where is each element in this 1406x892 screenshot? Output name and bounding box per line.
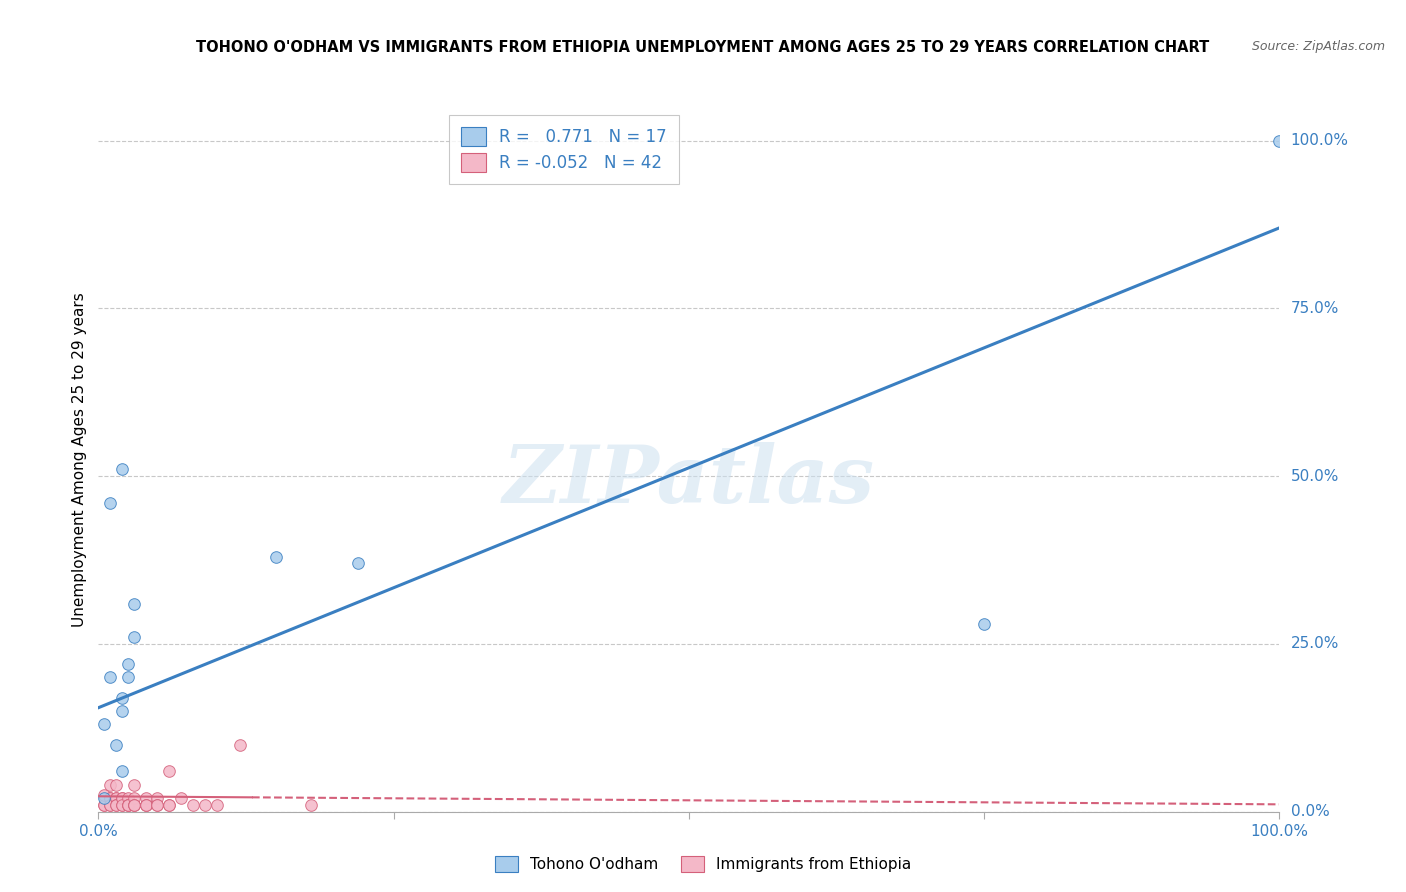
Point <box>105 738 128 752</box>
Text: 100.0%: 100.0% <box>1291 133 1348 148</box>
Point <box>146 791 169 805</box>
Point <box>105 797 128 812</box>
Point <box>111 797 134 812</box>
Point <box>122 778 145 792</box>
Point <box>135 797 157 812</box>
Text: TOHONO O'ODHAM VS IMMIGRANTS FROM ETHIOPIA UNEMPLOYMENT AMONG AGES 25 TO 29 YEAR: TOHONO O'ODHAM VS IMMIGRANTS FROM ETHIOP… <box>197 40 1209 55</box>
Point <box>135 791 157 805</box>
Point <box>122 797 145 812</box>
Point <box>111 797 134 812</box>
Point <box>98 791 121 805</box>
Point <box>111 791 134 805</box>
Point <box>117 797 139 812</box>
Point <box>117 797 139 812</box>
Point <box>181 797 204 812</box>
Point <box>146 797 169 812</box>
Point <box>93 717 115 731</box>
Point <box>157 764 180 779</box>
Point <box>157 797 180 812</box>
Point <box>111 704 134 718</box>
Text: Source: ZipAtlas.com: Source: ZipAtlas.com <box>1251 40 1385 54</box>
Text: ZIPatlas: ZIPatlas <box>503 442 875 519</box>
Point <box>98 671 121 685</box>
Point <box>122 797 145 812</box>
Text: 50.0%: 50.0% <box>1291 468 1339 483</box>
Point <box>122 791 145 805</box>
Point <box>105 791 128 805</box>
Point <box>98 797 121 812</box>
Point <box>973 616 995 631</box>
Point <box>111 690 134 705</box>
Point <box>1268 134 1291 148</box>
Point <box>135 797 157 812</box>
Point <box>229 738 252 752</box>
Legend: Tohono O'odham, Immigrants from Ethiopia: Tohono O'odham, Immigrants from Ethiopia <box>486 848 920 880</box>
Point <box>122 797 145 812</box>
Text: 0.0%: 0.0% <box>1291 805 1329 819</box>
Point <box>117 791 139 805</box>
Point <box>122 597 145 611</box>
Point <box>194 797 217 812</box>
Point <box>135 797 157 812</box>
Point <box>111 764 134 779</box>
Point <box>93 791 115 805</box>
Point <box>105 797 128 812</box>
Point <box>93 797 115 812</box>
Point <box>117 657 139 671</box>
Point <box>157 797 180 812</box>
Point <box>299 797 322 812</box>
Point <box>205 797 228 812</box>
Point <box>170 791 193 805</box>
Point <box>93 797 115 812</box>
Point <box>93 788 115 802</box>
Point <box>111 791 134 805</box>
Legend: R =   0.771   N = 17, R = -0.052   N = 42: R = 0.771 N = 17, R = -0.052 N = 42 <box>450 115 679 184</box>
Text: 75.0%: 75.0% <box>1291 301 1339 316</box>
Point <box>117 797 139 812</box>
Point <box>98 496 121 510</box>
Point <box>111 462 134 476</box>
Point <box>98 797 121 812</box>
Point <box>122 630 145 644</box>
Y-axis label: Unemployment Among Ages 25 to 29 years: Unemployment Among Ages 25 to 29 years <box>72 292 87 627</box>
Point <box>105 791 128 805</box>
Point <box>105 778 128 792</box>
Point <box>98 778 121 792</box>
Point <box>117 671 139 685</box>
Point <box>264 549 287 564</box>
Point <box>98 791 121 805</box>
Point <box>146 797 169 812</box>
Point <box>347 557 370 571</box>
Text: 25.0%: 25.0% <box>1291 636 1339 651</box>
